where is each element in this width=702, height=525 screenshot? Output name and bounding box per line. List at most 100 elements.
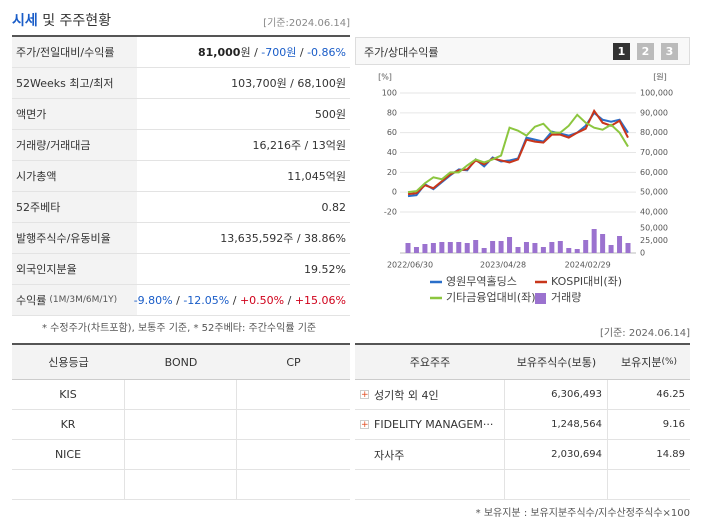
header-cell: BOND (125, 345, 237, 380)
cell: 9.16 (608, 410, 690, 440)
holder-cell: 1,248,564 (551, 419, 602, 430)
value-part: / (296, 45, 308, 59)
cell (237, 440, 350, 470)
label: 거래량/거래대금 (16, 139, 91, 152)
label-small: (1M/3M/6M/1Y) (49, 295, 118, 305)
chart-header (355, 37, 690, 65)
cell (125, 410, 237, 440)
row-label: 거래량/거래대금 (12, 130, 137, 161)
row-label: 52Weeks 최고/최저 (12, 68, 137, 99)
header: 보유지분 (620, 356, 662, 369)
cell: 1,248,564 (505, 410, 608, 440)
value: 19.52% (304, 262, 346, 276)
y2-tick-label: 90,000 (640, 108, 668, 117)
cell: KIS (12, 380, 125, 410)
expand-icon[interactable]: + (360, 390, 369, 400)
row-label: 액면가 (12, 99, 137, 130)
value-part: -700원 (261, 46, 297, 59)
cell (237, 410, 350, 440)
x-tick-label: 2022/06/30 (387, 261, 433, 270)
x-tick-label: 2023/04/28 (480, 261, 526, 270)
cell: + 성기학 외 4인 (355, 380, 505, 410)
cell: KR (12, 410, 125, 440)
value-part: 원 / (240, 46, 262, 59)
cell: 14.89 (608, 440, 690, 470)
label: 52주베타 (16, 201, 61, 214)
cell: 6,306,493 (505, 380, 608, 410)
header: 보유주식수(보통) (516, 356, 597, 369)
volume-bar (617, 236, 623, 253)
header-cell: 보유지분 (%) (608, 345, 690, 380)
cell (12, 470, 125, 500)
y2-tick-label: 60,000 (640, 168, 668, 177)
legend-swatch (535, 293, 546, 304)
holder-cell: FIDELITY MANAGEM··· (374, 418, 494, 431)
holders-footnote: * 보유지분 : 보유지분주식수/지수산정주식수×100 (475, 508, 690, 519)
volume-bar (515, 247, 521, 253)
value-part: / (284, 293, 295, 307)
holder-cell: 2,030,694 (551, 449, 602, 460)
volume-bar (422, 244, 428, 253)
legend-label: 거래량 (551, 291, 581, 304)
title-rest: 및 주주현황 (42, 13, 112, 29)
y-tick-label: 60 (387, 128, 397, 137)
cell (355, 470, 505, 500)
label: 52Weeks 최고/최저 (16, 77, 114, 90)
y2-tick-label: 80,000 (640, 128, 668, 137)
row-label: 외국인지분율 (12, 254, 137, 285)
value-part: / (172, 293, 184, 307)
y-tick-label: 80 (387, 108, 397, 117)
date: [기준:2024.06.14] (263, 18, 350, 29)
header-small: (%) (661, 357, 678, 367)
series-line (407, 111, 629, 198)
cell: + FIDELITY MANAGEM··· (355, 410, 505, 440)
y2-tick-label: 100,000 (640, 89, 673, 98)
header-cell: 주요주주 (355, 345, 505, 380)
volume-bar (600, 234, 606, 253)
y2-axis-label: [원] (653, 73, 667, 82)
value-part: +0.50% (239, 293, 285, 307)
cell (237, 380, 350, 410)
volume-bar (473, 240, 479, 253)
label: 주가/전일대비/수익률 (16, 46, 115, 59)
cell: NICE (12, 440, 125, 470)
volume-bar (430, 243, 436, 253)
row-value: 13,635,592주 / 38.86% (137, 223, 350, 254)
cell: 46.25 (608, 380, 690, 410)
value-part: 81,000 (198, 45, 241, 59)
rule (12, 35, 350, 37)
tab[interactable]: 1 (613, 43, 630, 60)
y-tick-label: 0 (392, 188, 397, 197)
value: 11,045억원 (287, 170, 346, 183)
value: 16,216주 / 13억원 (252, 139, 346, 152)
volume-bar (413, 247, 419, 253)
volume-bar (464, 243, 470, 253)
expand-icon[interactable]: + (360, 420, 369, 430)
tab[interactable]: 2 (637, 43, 654, 60)
volume-bar (439, 242, 445, 253)
value-part: -12.05% (183, 293, 230, 307)
row-value: 81,000 원 / -700원 / -0.86% (137, 37, 350, 68)
y2-tick-label: 40,000 (640, 208, 668, 217)
volume-bar (540, 247, 546, 253)
holder-cell: 자사주 (374, 448, 405, 462)
volume-bar (574, 249, 580, 253)
volume-tick-label: 50,000 (640, 224, 668, 233)
row-value: 19.52% (137, 254, 350, 285)
volume-bar (481, 248, 487, 253)
title-wrap: 시세 및 주주현황 (12, 10, 111, 30)
chart: [%] [원] 100 80 60 40 20 0 -20 100,000 90,000 80,000… (378, 73, 673, 304)
holder-cell: 6,306,493 (551, 389, 602, 400)
row-label: 수익률 (1M/3M/6M/1Y) (12, 285, 137, 316)
title: 시세 (12, 13, 38, 29)
series-line (407, 108, 629, 196)
value: 0.82 (321, 200, 347, 214)
header-cell: 보유주식수(보통) (505, 345, 608, 380)
tab[interactable]: 3 (661, 43, 678, 60)
volume-tick-label: 25,000 (640, 236, 668, 245)
volume-bar (583, 240, 589, 253)
value: 13,635,592주 / 38.86% (220, 232, 346, 245)
y-tick-label: 20 (387, 168, 397, 177)
y2-tick-label: 50,000 (640, 188, 668, 197)
y-tick-label: 40 (387, 148, 397, 157)
